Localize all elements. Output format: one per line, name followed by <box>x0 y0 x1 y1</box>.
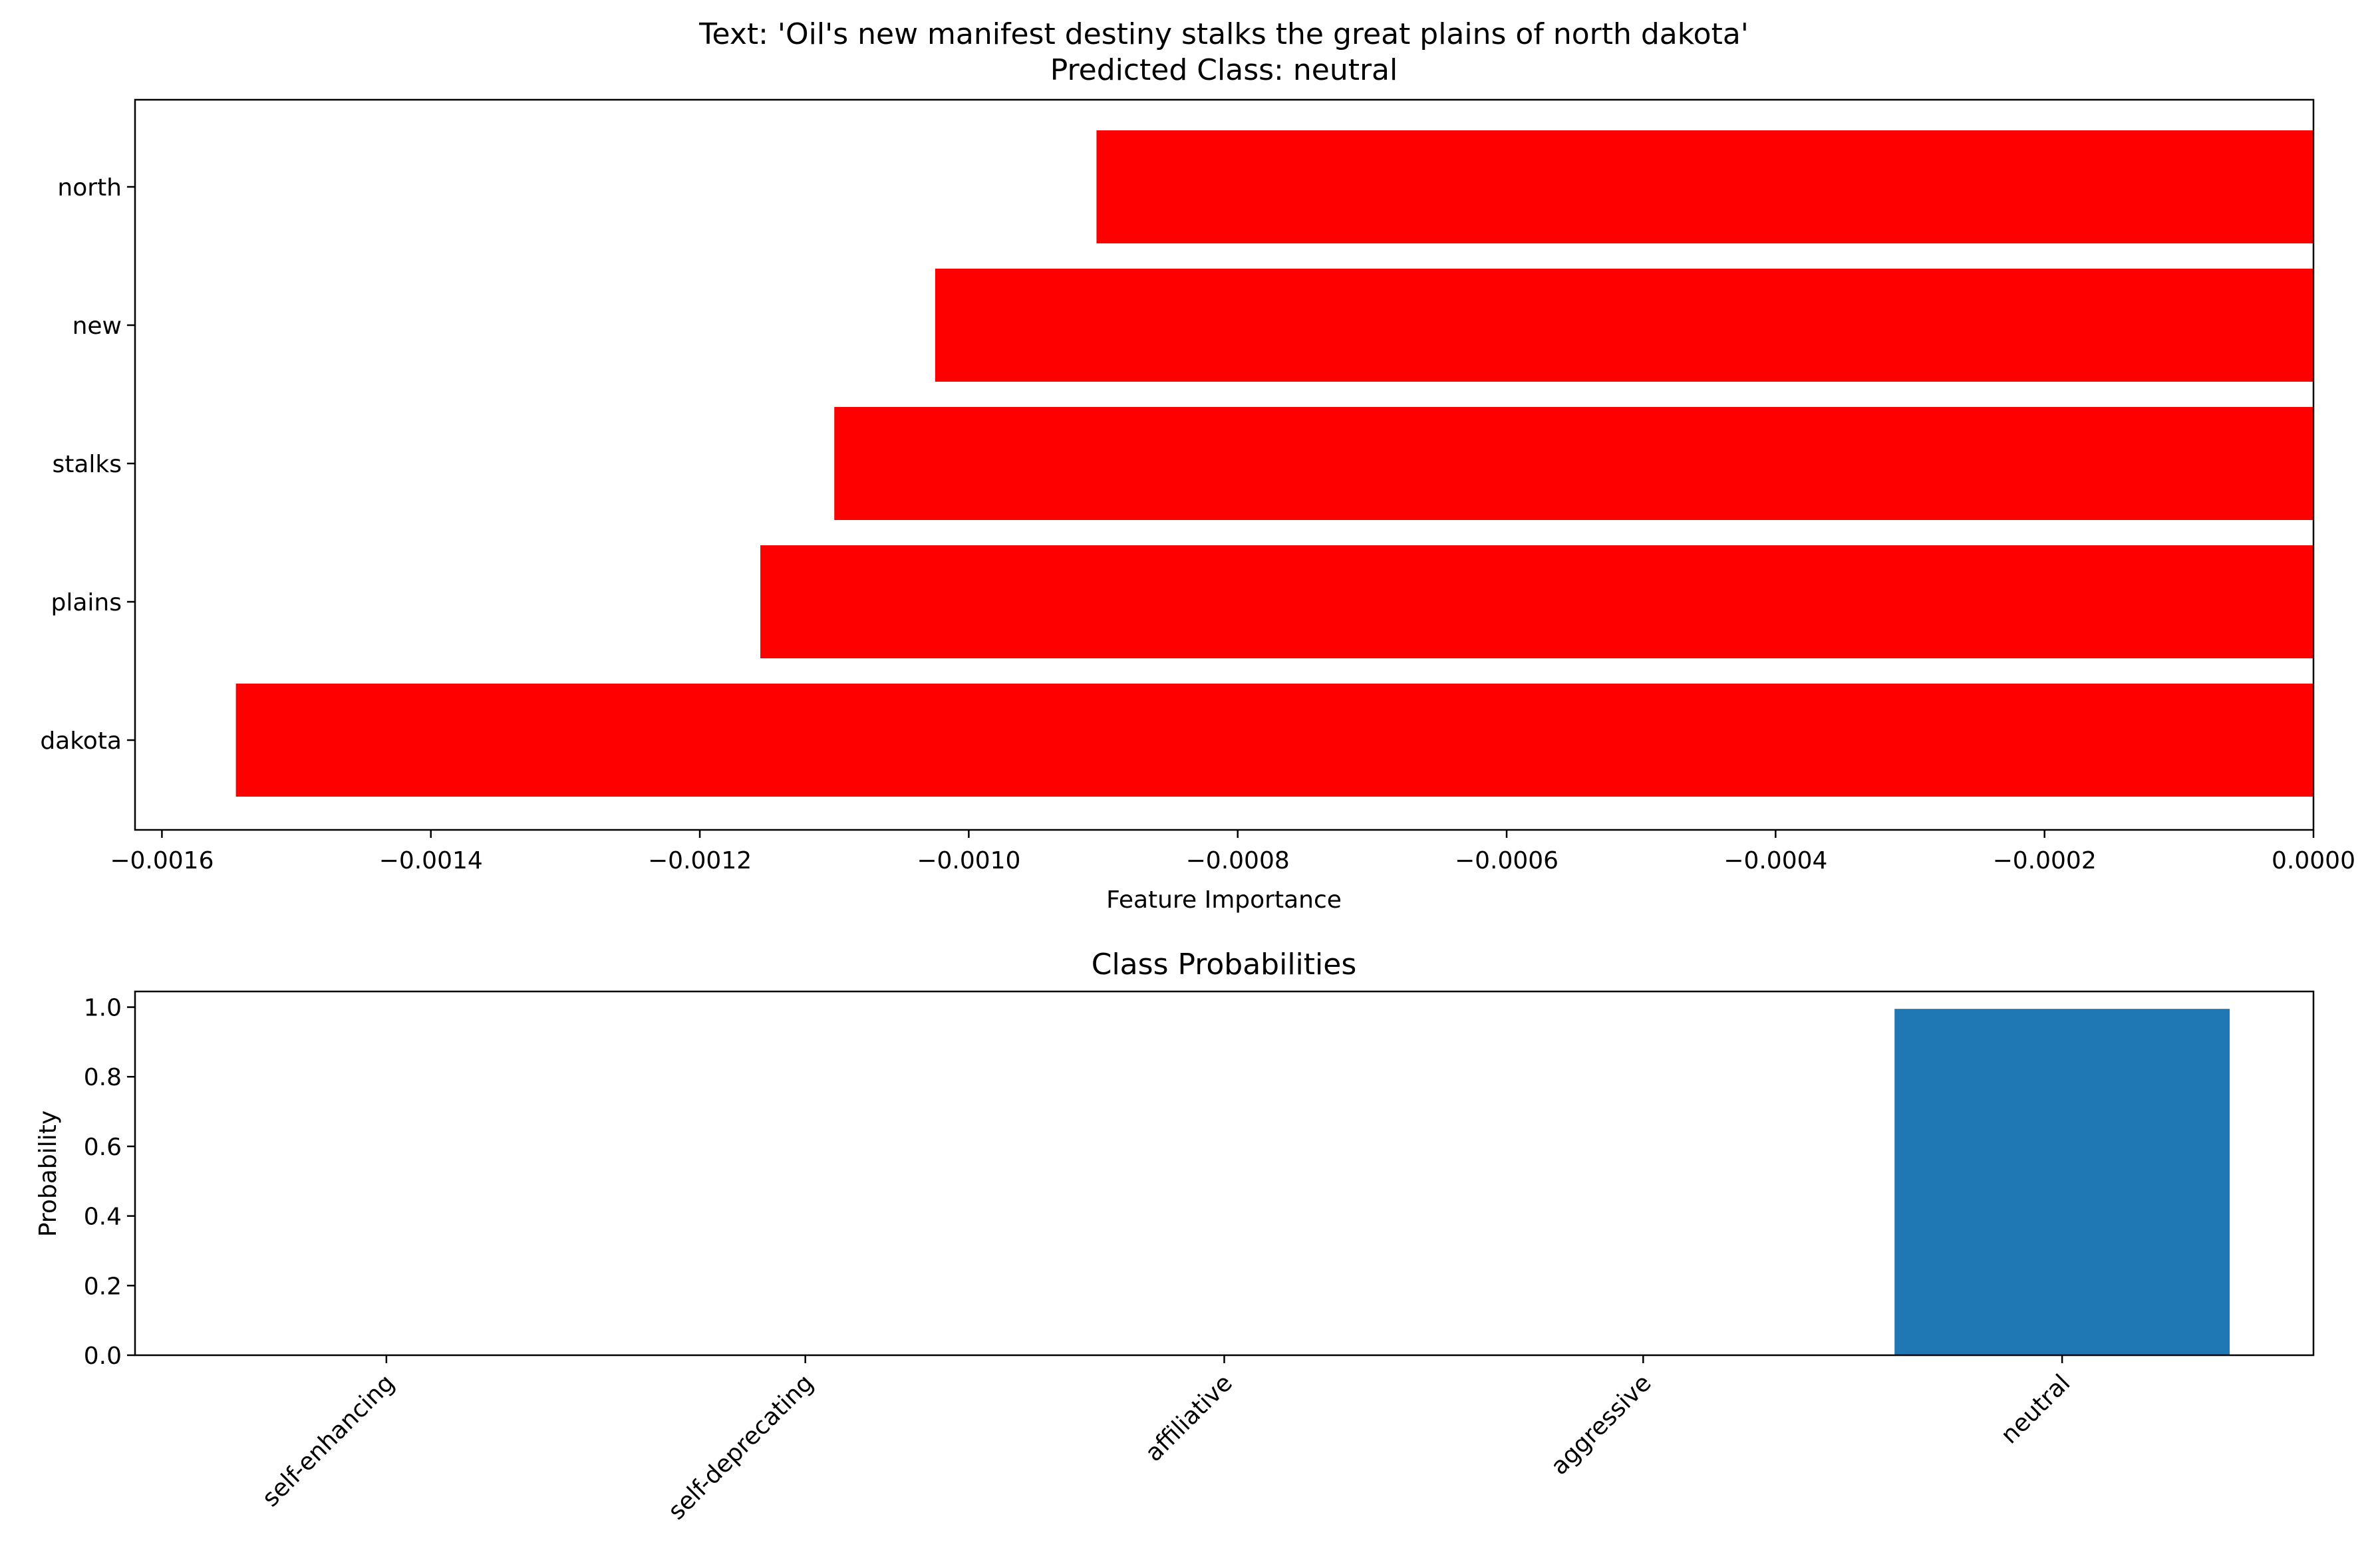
bar-dakota <box>235 684 2313 797</box>
x-tick-label: self-deprecating <box>663 1369 819 1525</box>
x-tick-label: −0.0014 <box>379 847 483 874</box>
y-axis-label: Probability <box>35 1111 62 1237</box>
y-tick-label: north <box>57 174 122 201</box>
y-tick-label: 0.6 <box>84 1134 122 1161</box>
y-tick-label: plains <box>51 589 122 616</box>
x-tick-label: −0.0008 <box>1186 847 1290 874</box>
bar-plains <box>760 545 2313 658</box>
x-tick-label: affiliative <box>1140 1369 1238 1467</box>
bar-neutral <box>1894 1009 2230 1355</box>
bar-new <box>935 269 2313 382</box>
y-tick-label: 0.4 <box>84 1204 122 1231</box>
y-tick-label: dakota <box>40 727 122 755</box>
y-ticks: 0.0 0.2 0.4 0.6 0.8 1.0 <box>84 995 135 1370</box>
y-ticks: north new stalks plains dakota <box>40 174 135 755</box>
bar-stalks <box>834 407 2313 520</box>
x-tick-label: aggressive <box>1546 1369 1657 1480</box>
plot-frame <box>134 98 2315 831</box>
x-ticks: self-enhancing self-deprecating affiliativ… <box>257 1355 2075 1525</box>
y-tick-label: stalks <box>52 451 122 478</box>
x-tick-label: −0.0002 <box>1993 847 2097 874</box>
x-tick-label: neutral <box>1996 1369 2075 1449</box>
y-tick-label: 0.2 <box>84 1273 122 1300</box>
x-tick-label: −0.0004 <box>1723 847 1827 874</box>
x-tick-label: −0.0016 <box>110 847 214 874</box>
bars <box>218 1009 2230 1356</box>
bars <box>235 130 2313 797</box>
x-axis-label: Feature Importance <box>1106 886 1342 914</box>
y-tick-label: 0.8 <box>84 1064 122 1091</box>
x-tick-label: 0.0000 <box>2272 847 2355 874</box>
bar-north <box>1096 130 2313 243</box>
x-tick-label: −0.0012 <box>648 847 752 874</box>
y-tick-label: 1.0 <box>84 995 122 1022</box>
plot-frame <box>134 990 2315 1357</box>
x-ticks: −0.0016 −0.0014 −0.0012 −0.0010 −0.0008 −0.00… <box>110 830 2355 874</box>
x-tick-label: −0.0010 <box>917 847 1020 874</box>
x-tick-label: −0.0006 <box>1455 847 1558 874</box>
y-tick-label: 0.0 <box>84 1343 122 1370</box>
class-probabilities-chart: Class Probabilities 0.0 0.2 0.4 0.6 0.8 1.0 s… <box>35 948 2315 1525</box>
chart-title: Class Probabilities <box>1092 948 1357 981</box>
chart-subtitle: Predicted Class: neutral <box>1050 53 1398 87</box>
y-tick-label: new <box>73 313 122 340</box>
x-tick-label: self-enhancing <box>257 1369 400 1512</box>
feature-importance-chart: Text: 'Oil's new manifest destiny stalks… <box>40 17 2355 914</box>
chart-title: Text: 'Oil's new manifest destiny stalks… <box>698 17 1749 51</box>
